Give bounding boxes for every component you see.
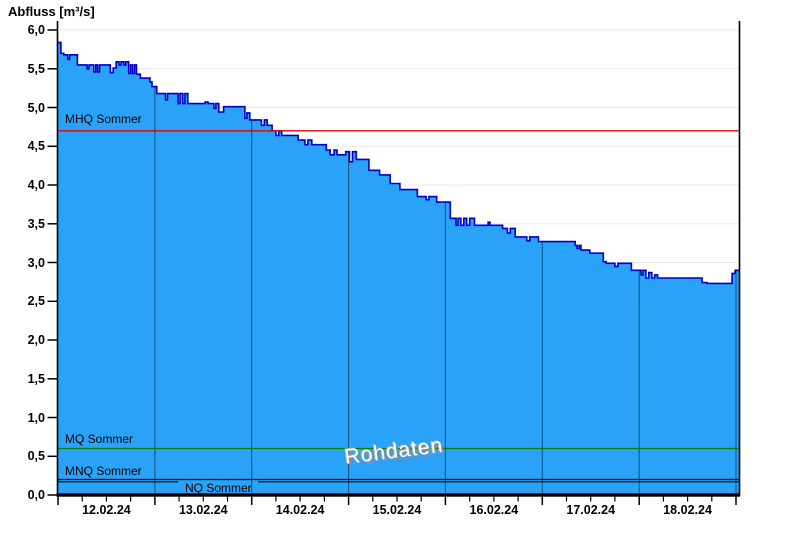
- y-tick-label: 3,0: [27, 255, 45, 270]
- x-axis-line: [56, 493, 740, 497]
- chart-title: Abfluss [m³/s]: [8, 4, 95, 19]
- y-tick-label: 1,5: [27, 371, 45, 386]
- x-tick-label: 15.02.24: [372, 503, 422, 517]
- y-tick-label: 6,0: [27, 23, 45, 37]
- y-tick-label: 2,0: [27, 333, 45, 347]
- y-tick-label: 4,5: [27, 139, 45, 154]
- x-tick-label: 16.02.24: [469, 503, 519, 517]
- y-tick-label: 5,5: [27, 61, 45, 76]
- discharge-curve: [58, 41, 739, 285]
- y-tick-label: 1,0: [27, 410, 45, 425]
- y-tick-label: 3,5: [27, 216, 45, 231]
- x-tick-label: 14.02.24: [275, 503, 325, 517]
- x-tick-label: 12.02.24: [82, 503, 131, 517]
- y-tick-label: 2,5: [27, 294, 45, 309]
- y-tick-label: 0,5: [27, 449, 45, 464]
- threshold-label-nq-sommer: NQ Sommer: [185, 481, 252, 495]
- y-tick-label: 0,0: [27, 488, 45, 502]
- x-tick-label: 18.02.24: [663, 503, 712, 517]
- y-tick-label: 5,0: [27, 100, 45, 115]
- threshold-label-mq-sommer: MQ Sommer: [65, 432, 134, 446]
- threshold-label-mnq-sommer: MNQ Sommer: [65, 464, 142, 478]
- x-tick-label: 13.02.24: [178, 503, 228, 517]
- x-tick-label: 17.02.24: [566, 503, 616, 517]
- threshold-label-mhq-sommer: MHQ Sommer: [65, 112, 142, 126]
- discharge-area-fill: [58, 42, 739, 495]
- y-tick-label: 4,0: [27, 178, 45, 192]
